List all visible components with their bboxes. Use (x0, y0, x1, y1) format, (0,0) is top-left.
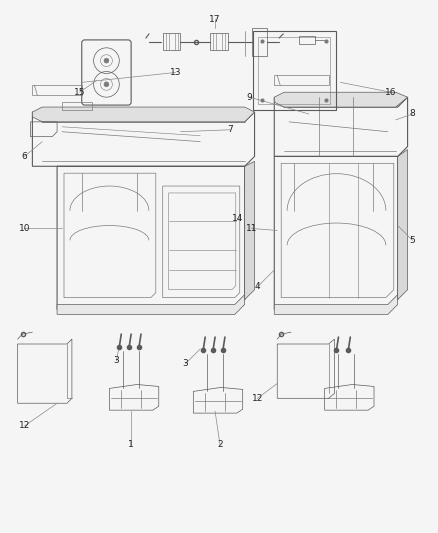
Polygon shape (245, 161, 254, 300)
Polygon shape (274, 295, 398, 314)
Text: 10: 10 (19, 224, 30, 233)
Polygon shape (398, 149, 408, 300)
Text: 14: 14 (232, 214, 244, 223)
Circle shape (104, 58, 109, 63)
Text: 11: 11 (246, 224, 258, 233)
Text: 8: 8 (410, 109, 415, 118)
Text: 9: 9 (247, 93, 252, 102)
Text: 13: 13 (170, 68, 181, 77)
Text: 12: 12 (19, 422, 30, 431)
Text: 17: 17 (209, 15, 221, 23)
Circle shape (104, 82, 109, 87)
Polygon shape (274, 92, 408, 107)
Text: 5: 5 (410, 236, 415, 245)
Text: 6: 6 (21, 152, 27, 161)
Text: 3: 3 (183, 359, 188, 368)
Polygon shape (32, 107, 254, 122)
Text: 3: 3 (113, 356, 119, 365)
Polygon shape (57, 295, 245, 314)
Text: 4: 4 (254, 282, 260, 291)
Text: 15: 15 (74, 88, 85, 96)
Text: 2: 2 (217, 440, 223, 449)
Text: 16: 16 (385, 88, 396, 96)
Text: 1: 1 (128, 440, 134, 449)
Text: 12: 12 (252, 394, 263, 403)
Text: 7: 7 (227, 125, 233, 134)
